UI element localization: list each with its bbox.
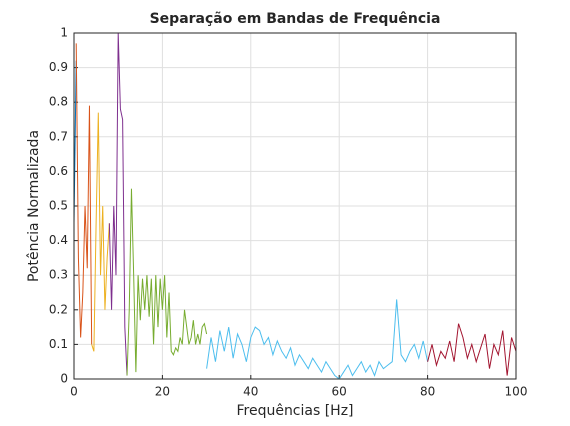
y-tick-label: 0.1: [49, 337, 68, 351]
y-tick-label: 0.8: [49, 95, 68, 109]
y-tick-label: 0.4: [49, 233, 68, 247]
y-tick-label: 0.3: [49, 268, 68, 282]
chart-title: Separação em Bandas de Frequência: [150, 11, 441, 27]
x-tick-label: 60: [332, 385, 347, 399]
x-tick-label: 100: [505, 385, 528, 399]
y-tick-label: 0.9: [49, 60, 68, 74]
y-tick-label: 0.5: [49, 199, 68, 213]
y-tick-label: 0: [60, 372, 68, 386]
x-tick-label: 0: [70, 385, 78, 399]
x-tick-label: 40: [243, 385, 258, 399]
y-tick-label: 0.7: [49, 129, 68, 143]
data-line: [91, 112, 110, 352]
data-line: [75, 43, 93, 345]
data-line: [126, 188, 208, 376]
y-axis-label: Potência Normalizada: [26, 130, 42, 282]
axes-box: [73, 32, 517, 380]
y-tick-label: 1: [60, 26, 68, 40]
x-axis-label: Frequências [Hz]: [236, 403, 353, 419]
x-tick-label: 80: [420, 385, 435, 399]
x-tick-label: 20: [155, 385, 170, 399]
y-tick-label: 0.6: [49, 164, 68, 178]
data-line: [206, 299, 429, 380]
y-tick-label: 0.2: [49, 302, 68, 316]
data-line: [427, 323, 517, 376]
